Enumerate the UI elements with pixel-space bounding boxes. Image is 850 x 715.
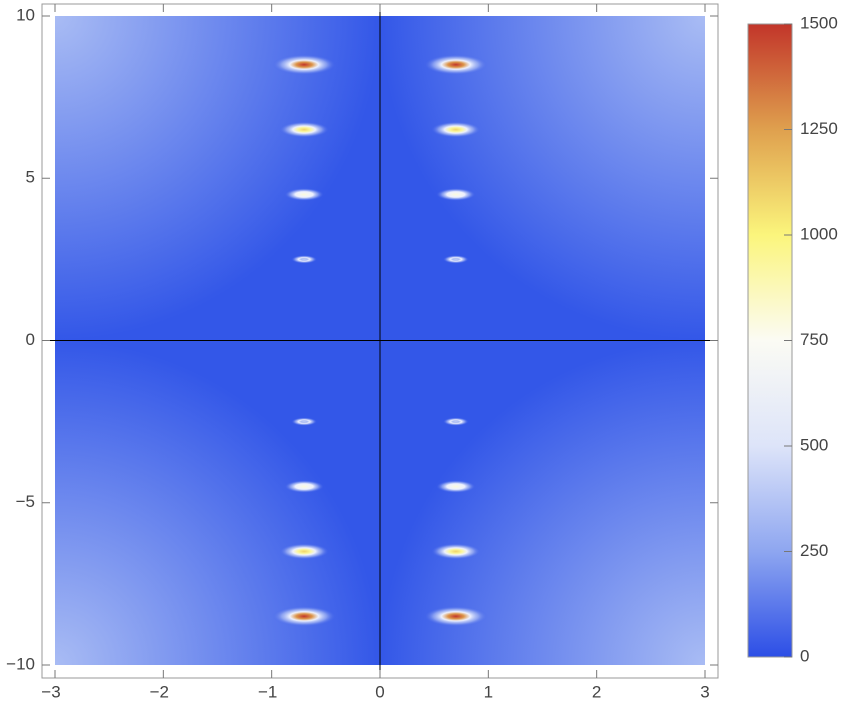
density-peak [435,188,476,201]
density-peak [279,543,330,560]
density-peak [430,543,481,560]
colorbar-tick-label: 1250 [800,119,838,138]
x-tick-label: 2 [592,682,601,701]
x-tick-label: 1 [484,682,493,701]
x-tick-label: −3 [41,682,60,701]
y-tick-label: 0 [26,330,35,349]
y-tick-label: −5 [16,492,35,511]
colorbar-tick-label: 0 [800,646,809,665]
density-peak [430,121,481,138]
x-tick-label: −1 [258,682,277,701]
y-tick-label: −10 [6,654,35,673]
colorbar-tick-label: 750 [800,330,828,349]
colorbar-tick-label: 1000 [800,224,838,243]
density-peak [291,417,318,426]
colorbar-tick-label: 1500 [800,13,838,32]
density-peak [442,255,469,264]
x-tick-label: −2 [150,682,169,701]
density-peak [423,54,488,75]
y-tick-label: 10 [16,5,35,24]
density-peak [279,121,330,138]
colorbar-tick-label: 250 [800,541,828,560]
density-peak [284,188,325,201]
y-tick-label: 5 [26,168,35,187]
density-peak [423,606,488,627]
density-peak [435,480,476,493]
density-peak [442,417,469,426]
colorbar-tick-label: 500 [800,435,828,454]
x-tick-label: 0 [375,682,384,701]
density-peak [291,255,318,264]
x-tick-label: 3 [700,682,709,701]
density-peak [284,480,325,493]
density-peak [272,606,337,627]
density-peak [272,54,337,75]
